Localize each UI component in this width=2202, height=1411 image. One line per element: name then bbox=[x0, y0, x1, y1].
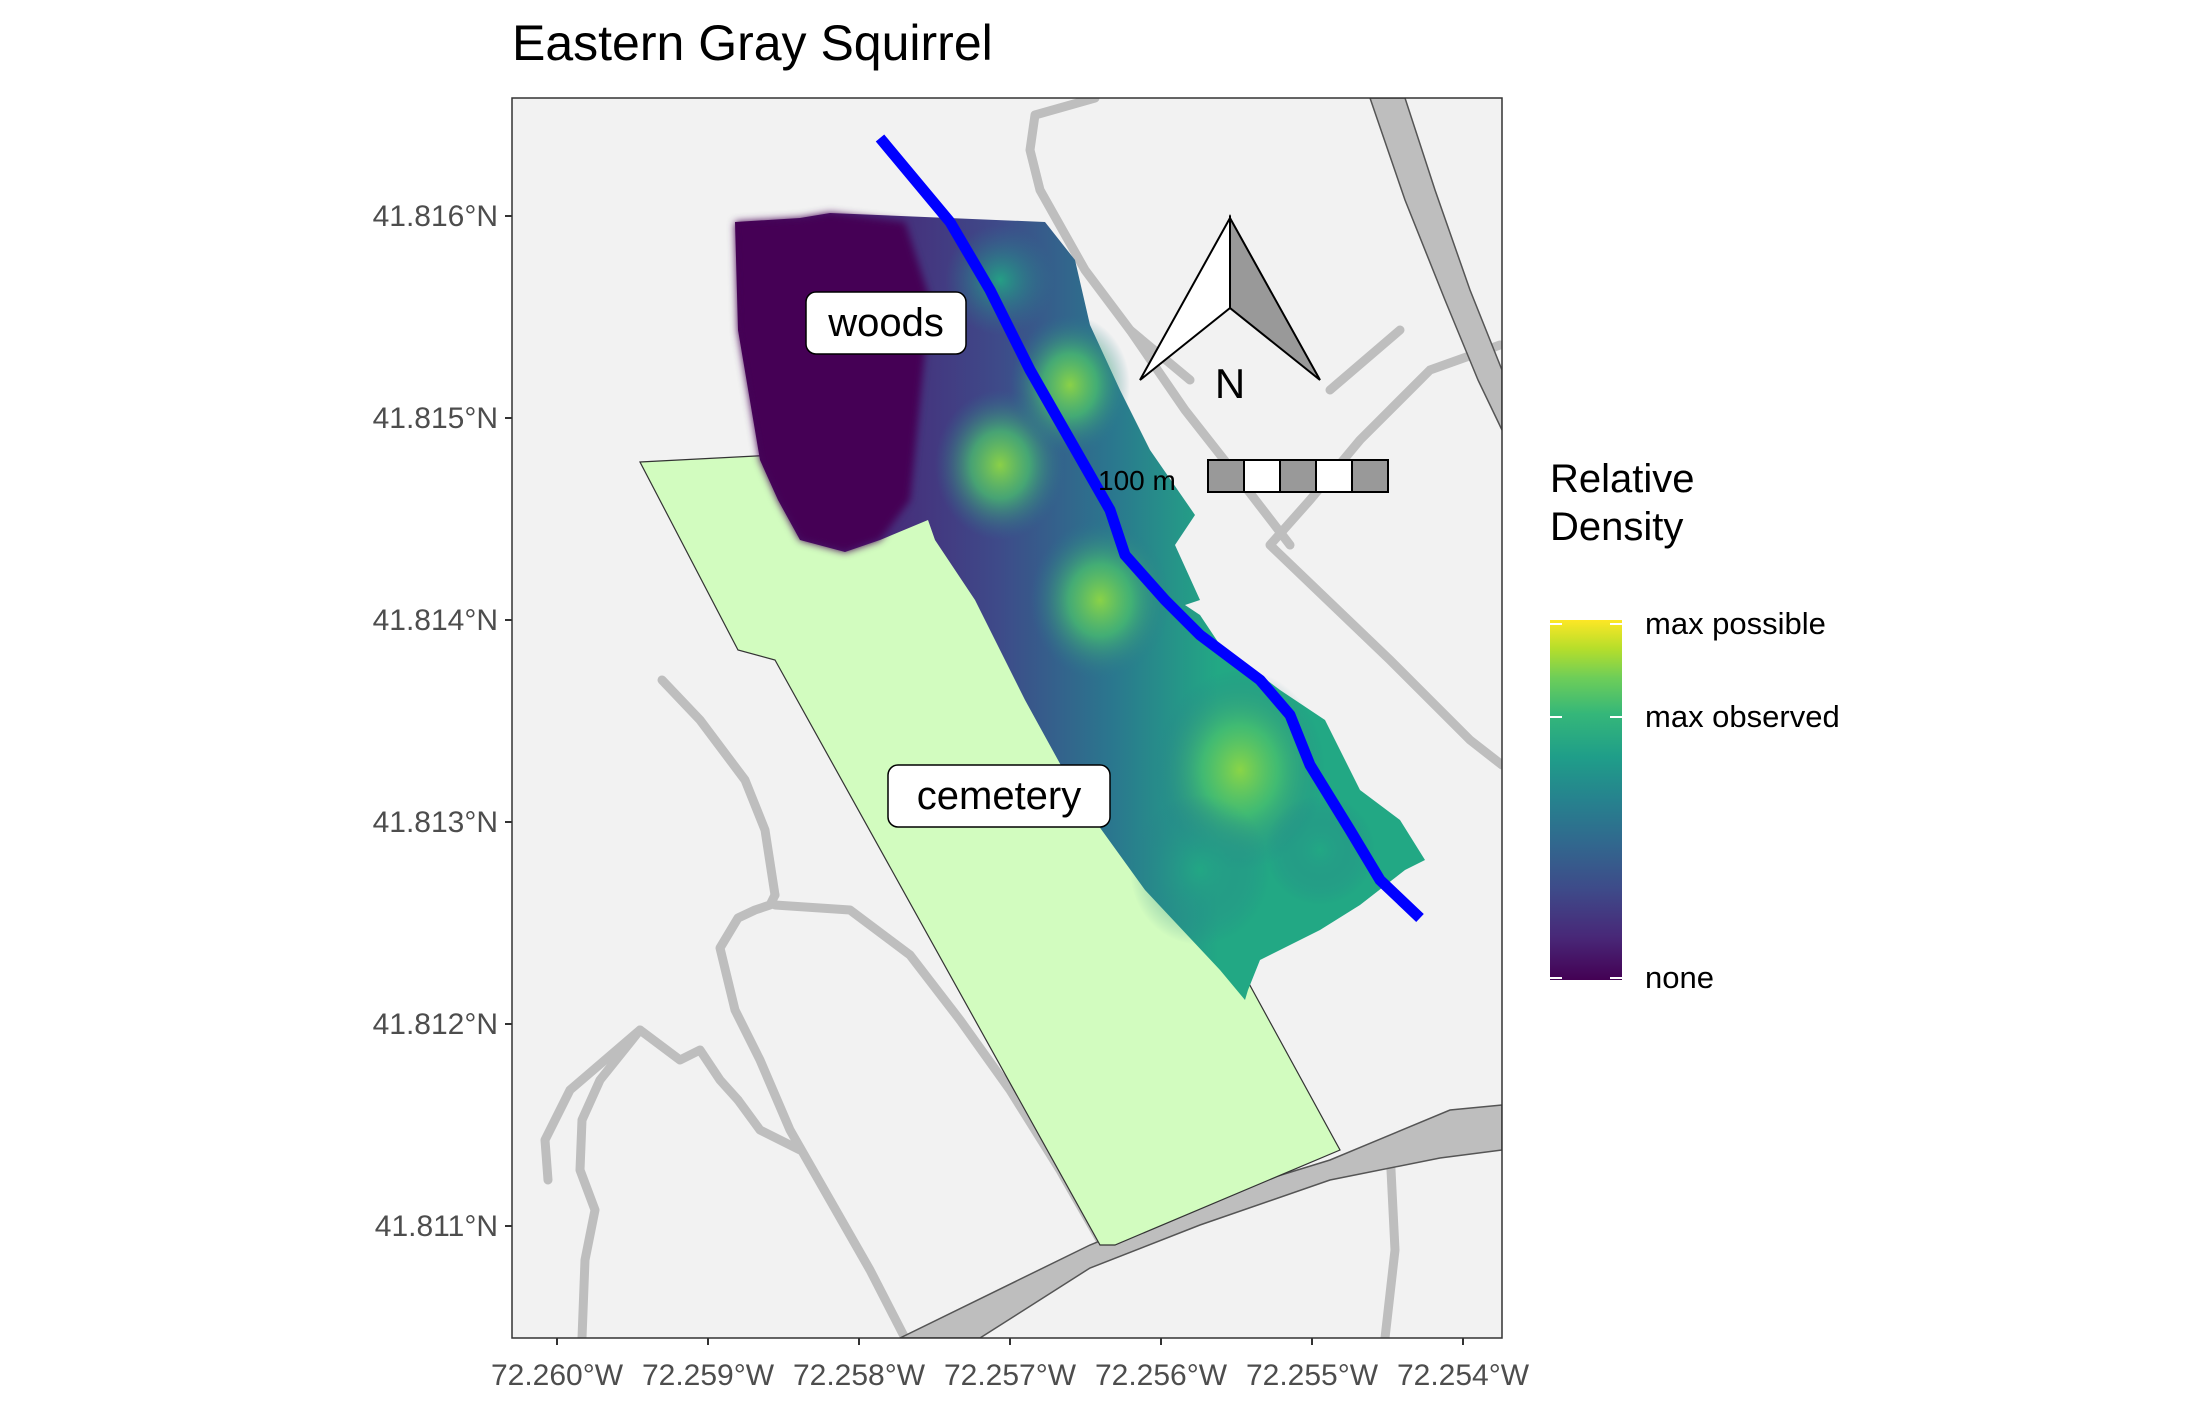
road bbox=[540, 1025, 645, 1185]
legend-label-max-observed: max observed bbox=[1645, 699, 1840, 734]
road bbox=[1025, 98, 1295, 550]
legend-title-line2: Density bbox=[1550, 505, 1683, 549]
north-arrow-letter: N bbox=[1215, 360, 1245, 407]
woods-label: woods bbox=[805, 291, 967, 355]
y-tick-label: 41.814°N bbox=[373, 604, 498, 637]
x-tick-label: 72.257°W bbox=[944, 1359, 1077, 1392]
legend: Relative Density max possible max observ… bbox=[1550, 457, 1840, 995]
cemetery-label: cemetery bbox=[887, 764, 1111, 828]
road bbox=[715, 890, 910, 1338]
y-axis: 41.816°N 41.815°N 41.814°N 41.813°N 41.8… bbox=[373, 200, 512, 1243]
road bbox=[1325, 325, 1405, 395]
x-tick-label: 72.255°W bbox=[1246, 1359, 1379, 1392]
north-arrow: N bbox=[1139, 214, 1321, 407]
density-hotspot bbox=[1030, 520, 1170, 680]
scale-bar: 100 m bbox=[1098, 459, 1389, 496]
y-tick-label: 41.813°N bbox=[373, 806, 498, 839]
x-tick-label: 72.259°W bbox=[642, 1359, 775, 1392]
road bbox=[575, 1025, 743, 1338]
legend-title-line1: Relative bbox=[1550, 457, 1695, 501]
road bbox=[733, 1095, 805, 1155]
cemetery-label-text: cemetery bbox=[917, 774, 1082, 818]
legend-label-max-possible: max possible bbox=[1645, 606, 1826, 641]
x-tick-label: 72.256°W bbox=[1095, 1359, 1228, 1392]
y-tick-label: 41.811°N bbox=[375, 1210, 498, 1243]
x-tick-label: 72.258°W bbox=[793, 1359, 926, 1392]
density-hotspot bbox=[1130, 795, 1270, 945]
map-panel-border bbox=[511, 97, 1503, 1339]
road bbox=[1380, 1145, 1400, 1338]
woods-label-text: woods bbox=[827, 301, 944, 345]
y-tick-label: 41.812°N bbox=[373, 1008, 498, 1041]
road bbox=[657, 675, 780, 900]
highway-upper-right bbox=[1369, 98, 1502, 431]
x-axis: 72.260°W 72.259°W 72.258°W 72.257°W 72.2… bbox=[491, 1338, 1530, 1392]
density-hotspot bbox=[1010, 315, 1130, 455]
y-tick-label: 41.816°N bbox=[373, 200, 498, 233]
transect-line bbox=[875, 134, 1424, 922]
legend-label-none: none bbox=[1645, 960, 1714, 995]
map-title: Eastern Gray Squirrel bbox=[512, 15, 993, 71]
y-tick-label: 41.815°N bbox=[373, 402, 498, 435]
scale-bar-label: 100 m bbox=[1098, 465, 1176, 496]
x-tick-label: 72.260°W bbox=[491, 1359, 624, 1392]
legend-colorbar bbox=[1550, 620, 1622, 980]
road bbox=[1265, 340, 1502, 770]
x-tick-label: 72.254°W bbox=[1397, 1359, 1530, 1392]
